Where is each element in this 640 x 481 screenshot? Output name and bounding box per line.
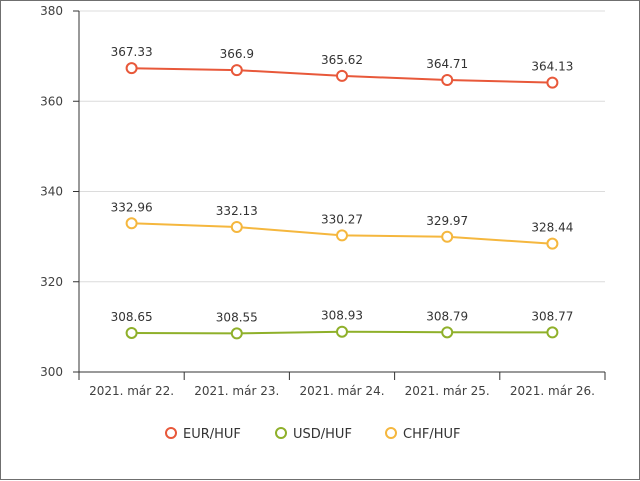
y-tick-label: 320 — [40, 275, 63, 289]
legend: EUR/HUF USD/HUF CHF/HUF — [165, 427, 460, 442]
legend-label-chf-huf: CHF/HUF — [403, 427, 460, 442]
legend-label-eur-huf: EUR/HUF — [183, 427, 241, 442]
x-tick-label: 2021. már 26. — [510, 384, 595, 398]
data-label-eur-huf: 367.33 — [111, 45, 153, 59]
data-label-chf-huf: 330.27 — [321, 212, 363, 226]
series-lines — [125, 62, 559, 340]
y-tick-label: 300 — [40, 365, 63, 379]
y-tick-label: 380 — [40, 4, 63, 18]
data-point-eur-huf — [336, 69, 348, 82]
legend-marker-eur-huf — [165, 427, 177, 439]
data-point-chf-huf — [441, 230, 454, 243]
data-point-eur-huf — [230, 64, 243, 77]
data-point-usd-huf — [546, 326, 559, 339]
data-point-usd-huf — [230, 327, 243, 340]
data-labels: 367.33 366.9 365.62 364.71 364.13 308.65 308.5… — [111, 45, 574, 324]
data-point-usd-huf — [336, 325, 348, 338]
axes: 300 320 340 360 380 2021. már 22. 2021. már 23… — [40, 4, 606, 398]
data-point-chf-huf — [546, 237, 559, 250]
data-point-usd-huf — [441, 326, 454, 339]
x-tick-label: 2021. már 23. — [194, 384, 279, 398]
data-label-usd-huf: 308.65 — [111, 310, 153, 324]
data-label-usd-huf: 308.77 — [531, 309, 573, 323]
data-point-eur-huf — [125, 62, 138, 75]
data-label-usd-huf: 308.93 — [321, 309, 363, 323]
data-label-chf-huf: 332.13 — [216, 204, 258, 218]
legend-marker-chf-huf — [385, 427, 397, 439]
legend-marker-usd-huf — [275, 427, 287, 439]
data-label-eur-huf: 364.71 — [426, 57, 468, 71]
data-point-eur-huf — [546, 76, 559, 89]
data-label-usd-huf: 308.79 — [426, 309, 468, 323]
x-tick-label: 2021. már 24. — [299, 384, 384, 398]
data-label-eur-huf: 366.9 — [220, 47, 254, 61]
data-label-eur-huf: 365.62 — [321, 53, 363, 67]
data-label-chf-huf: 332.96 — [111, 200, 153, 214]
data-point-chf-huf — [230, 221, 243, 234]
data-point-chf-huf — [125, 217, 138, 230]
y-tick-label: 360 — [40, 94, 63, 108]
data-label-eur-huf: 364.13 — [531, 60, 573, 74]
x-tick-label: 2021. már 22. — [89, 384, 174, 398]
data-point-eur-huf — [441, 73, 454, 86]
data-label-usd-huf: 308.55 — [216, 310, 258, 324]
data-point-usd-huf — [125, 326, 138, 339]
y-tick-label: 340 — [40, 185, 63, 199]
data-label-chf-huf: 328.44 — [531, 221, 573, 235]
legend-label-usd-huf: USD/HUF — [293, 427, 352, 442]
gridlines — [79, 10, 605, 283]
data-label-chf-huf: 329.97 — [426, 214, 468, 228]
data-point-chf-huf — [336, 229, 348, 242]
x-tick-label: 2021. már 25. — [405, 384, 490, 398]
